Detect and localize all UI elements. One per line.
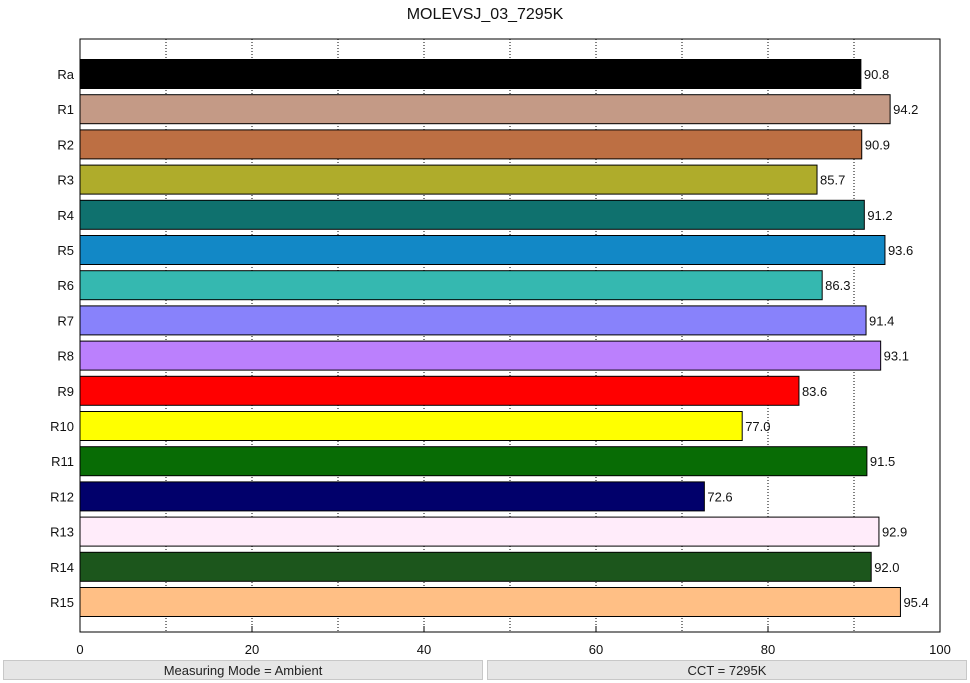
bar-r8 xyxy=(79,340,882,371)
category-label: R7 xyxy=(57,313,74,328)
category-label: R15 xyxy=(50,595,74,610)
category-label: R11 xyxy=(51,454,74,469)
bar-r11 xyxy=(79,446,868,477)
bar-r1 xyxy=(79,94,891,125)
category-label: R3 xyxy=(57,173,74,188)
measuring-mode-status: Measuring Mode = Ambient xyxy=(3,660,483,680)
category-label: R6 xyxy=(57,278,74,293)
value-label: 94.2 xyxy=(893,102,918,117)
value-label: 92.0 xyxy=(874,560,899,575)
value-label: 77.0 xyxy=(745,419,770,434)
bar-chart: 0 20 40 60 80 100 Ra 90.8 R1 94.2 R2 90.9 R3 85.7 R4 91… xyxy=(50,38,951,657)
bar-r2 xyxy=(79,129,863,160)
value-label: 92.9 xyxy=(882,525,907,540)
value-label: 93.6 xyxy=(888,243,913,258)
category-label: R8 xyxy=(57,349,74,364)
value-label: 83.6 xyxy=(802,384,827,399)
x-tick-label: 60 xyxy=(589,642,603,657)
category-label: R5 xyxy=(57,243,74,258)
value-label: 90.8 xyxy=(864,67,889,82)
category-label: R10 xyxy=(50,419,74,434)
bar-r5 xyxy=(79,235,886,265)
value-label: 90.9 xyxy=(865,137,890,152)
category-label: R14 xyxy=(50,560,74,575)
x-tick-label: 100 xyxy=(929,642,951,657)
value-label: 85.7 xyxy=(820,173,845,188)
category-label: R13 xyxy=(50,525,74,540)
bar-r3 xyxy=(79,164,818,195)
value-label: 91.4 xyxy=(869,313,894,328)
category-label: Ra xyxy=(57,67,74,82)
value-label: 95.4 xyxy=(903,595,928,610)
bar-r4 xyxy=(79,199,865,230)
value-label: 91.5 xyxy=(870,454,895,469)
bar-r7 xyxy=(79,305,867,336)
bar-r6 xyxy=(79,270,823,301)
bar-r14 xyxy=(79,551,872,582)
cct-status: CCT = 7295K xyxy=(487,660,967,680)
x-tick-label: 40 xyxy=(417,642,431,657)
category-label: R4 xyxy=(57,208,74,223)
value-label: 86.3 xyxy=(825,278,850,293)
bar-r12 xyxy=(79,481,705,512)
category-label: R2 xyxy=(57,137,74,152)
x-tick-label: 20 xyxy=(245,642,259,657)
value-label: 93.1 xyxy=(884,349,909,364)
status-bar: Measuring Mode = Ambient CCT = 7295K xyxy=(0,659,970,683)
bar-r9 xyxy=(79,375,800,406)
bar-r13 xyxy=(79,516,880,547)
category-label: R1 xyxy=(57,102,74,117)
value-label: 91.2 xyxy=(867,208,892,223)
category-label: R9 xyxy=(57,384,74,399)
chart-title: MOLEVSJ_03_7295K xyxy=(406,6,564,23)
bar-r15 xyxy=(79,587,901,617)
bar-r10 xyxy=(79,411,743,441)
x-tick-label: 0 xyxy=(76,642,83,657)
x-tick-label: 80 xyxy=(761,642,775,657)
category-label: R12 xyxy=(50,489,74,504)
bar-ra xyxy=(79,59,862,89)
value-label: 72.6 xyxy=(707,489,732,504)
